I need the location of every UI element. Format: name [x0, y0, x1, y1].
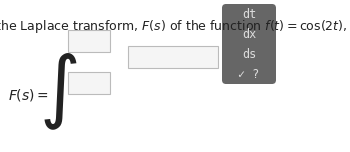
Bar [128, 46, 218, 68]
FancyBboxPatch shape [222, 4, 276, 84]
Text: Find the Laplace transform, $F(s)$ of the function $f(t) = \cos(2t),\ t > 0.$: Find the Laplace transform, $F(s)$ of th… [0, 18, 350, 35]
Text: dt: dt [242, 7, 256, 21]
Bar [68, 72, 110, 94]
Text: ✓ ?: ✓ ? [238, 67, 260, 81]
Text: ds: ds [242, 47, 256, 60]
Text: $\int$: $\int$ [39, 52, 77, 132]
Text: dx: dx [242, 28, 256, 40]
Bar [68, 30, 110, 52]
Text: $F(s) = $: $F(s) = $ [8, 87, 49, 103]
